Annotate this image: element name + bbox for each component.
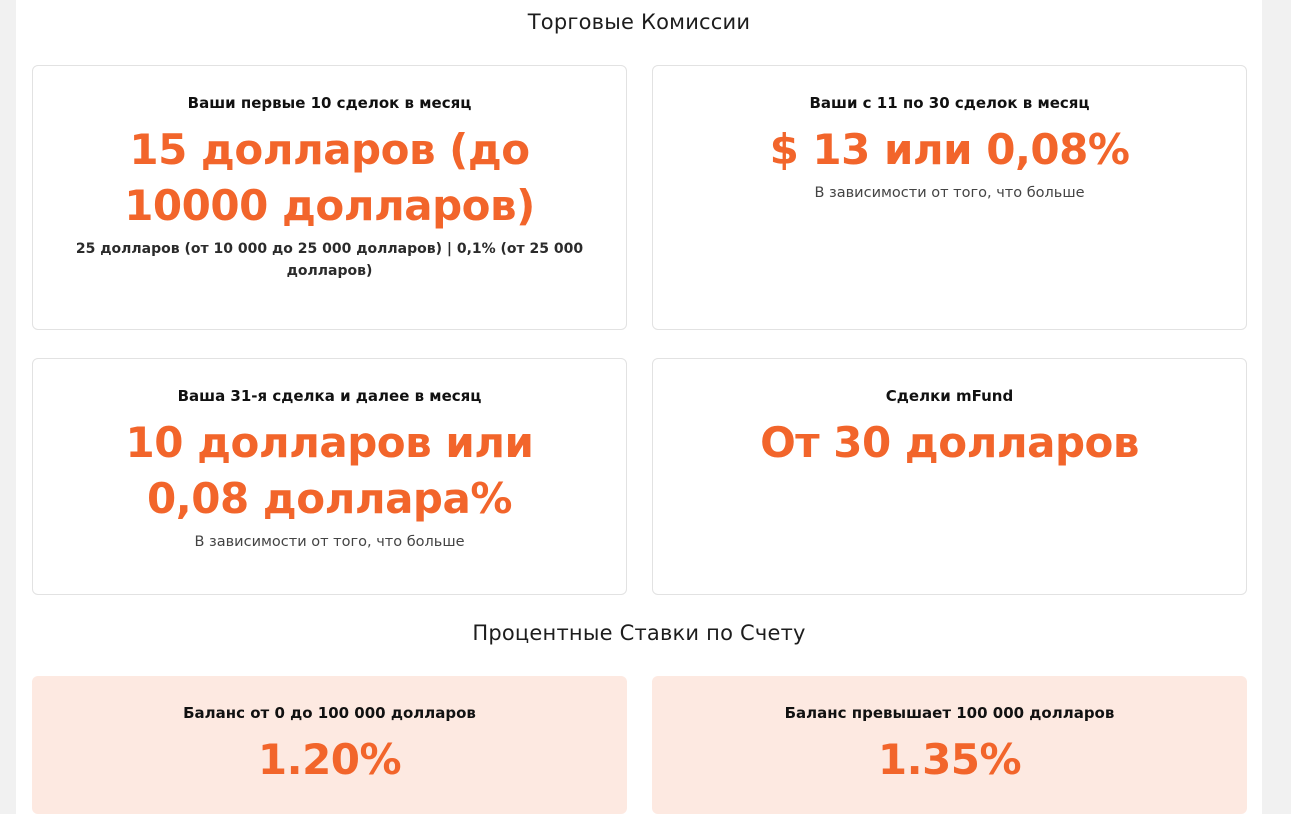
fee-card-note: В зависимости от того, что больше [194, 534, 465, 550]
fee-card-value: 10 долларов или 0,08 доллара% [125, 418, 534, 523]
rate-card-value: 1.20% [257, 735, 402, 784]
rate-card-balance-low: Баланс от 0 до 100 000 долларов 1.20% [32, 676, 627, 814]
rate-card-title: Баланс от 0 до 100 000 долларов [183, 704, 476, 722]
trading-fees-heading: Торговые Комиссии [527, 10, 751, 34]
fee-card-trades-11-30: Ваши с 11 по 30 сделок в месяц $ 13 или … [652, 65, 1247, 330]
fee-card-title: Сделки mFund [885, 387, 1014, 405]
page-gutter [1262, 0, 1291, 814]
pricing-page: Торговые Комиссии Ваши первые 10 сделок … [16, 0, 1262, 814]
fee-card-trade-31-onwards: Ваша 31-я сделка и далее в месяц 10 долл… [32, 358, 627, 595]
fee-card-title: Ваша 31-я сделка и далее в месяц [177, 387, 482, 405]
fee-card-note: 25 долларов (от 10 000 до 25 000 долларо… [75, 241, 584, 279]
fee-card-title: Ваши первые 10 сделок в месяц [187, 94, 472, 112]
fee-card-mfund-trades: Сделки mFund От 30 долларов [652, 358, 1247, 595]
fee-card-first-10-trades: Ваши первые 10 сделок в месяц 15 долларо… [32, 65, 627, 330]
rate-card-value: 1.35% [877, 735, 1022, 784]
interest-rates-heading: Процентные Ставки по Счету [472, 621, 806, 645]
rate-card-balance-high: Баланс превышает 100 000 долларов 1.35% [652, 676, 1247, 814]
rate-card-title: Баланс превышает 100 000 долларов [784, 704, 1115, 722]
fee-card-title: Ваши с 11 по 30 сделок в месяц [809, 94, 1090, 112]
fee-card-value: От 30 долларов [760, 418, 1139, 467]
fee-card-value: $ 13 или 0,08% [769, 125, 1130, 174]
fee-card-note: В зависимости от того, что больше [814, 185, 1085, 201]
fee-card-value: 15 долларов (до 10000 долларов) [124, 125, 535, 230]
